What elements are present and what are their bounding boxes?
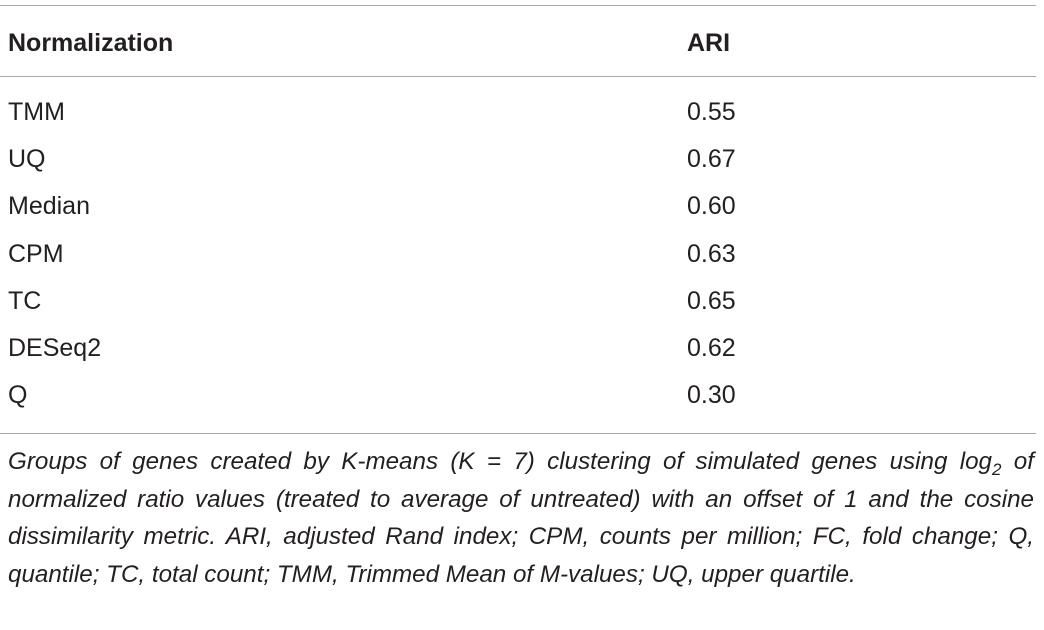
ari-cell: 0.55 — [687, 98, 736, 126]
table-top-rule — [0, 5, 1036, 6]
table-header-row: Normalization ARI — [8, 26, 1036, 60]
ari-cell: 0.67 — [687, 145, 736, 174]
table-footnote: Groups of genes created by K-means (K = … — [8, 443, 1034, 593]
footnote-text-start: Groups of genes created by K-means (K = … — [8, 448, 993, 475]
table-row: DESeq2 0.62 — [8, 325, 1036, 372]
ari-cell: 0.30 — [687, 381, 736, 410]
normalization-cell: CPM — [8, 239, 64, 268]
normalization-cell: TMM — [8, 98, 65, 126]
footnote-subscript: 2 — [992, 460, 1002, 479]
table-row: TC 0.65 — [8, 278, 1036, 325]
ari-cell: 0.63 — [687, 239, 736, 268]
normalization-cell: DESeq2 — [8, 333, 102, 362]
header-ari: ARI — [687, 29, 731, 57]
normalization-cell: Median — [8, 192, 90, 221]
normalization-cell: TC — [8, 286, 42, 315]
table-bottom-rule — [0, 433, 1036, 434]
ari-cell: 0.60 — [687, 192, 736, 221]
table-row: Median 0.60 — [8, 183, 1036, 230]
header-normalization: Normalization — [8, 29, 174, 57]
table-row: UQ 0.67 — [8, 136, 1036, 183]
footnote-text-end: of normalized ratio values (treated to a… — [8, 448, 1034, 588]
ari-cell: 0.65 — [687, 286, 736, 315]
ari-cell: 0.62 — [687, 333, 736, 362]
table-row: TMM 0.55 — [8, 89, 1036, 136]
table-row: Q 0.30 — [8, 372, 1036, 419]
normalization-cell: UQ — [8, 145, 46, 174]
normalization-cell: Q — [8, 381, 28, 410]
table-header-rule — [0, 76, 1036, 77]
table-body: TMM 0.55 UQ 0.67 Median 0.60 CPM 0.63 TC… — [8, 89, 1036, 419]
table-row: CPM 0.63 — [8, 231, 1036, 278]
